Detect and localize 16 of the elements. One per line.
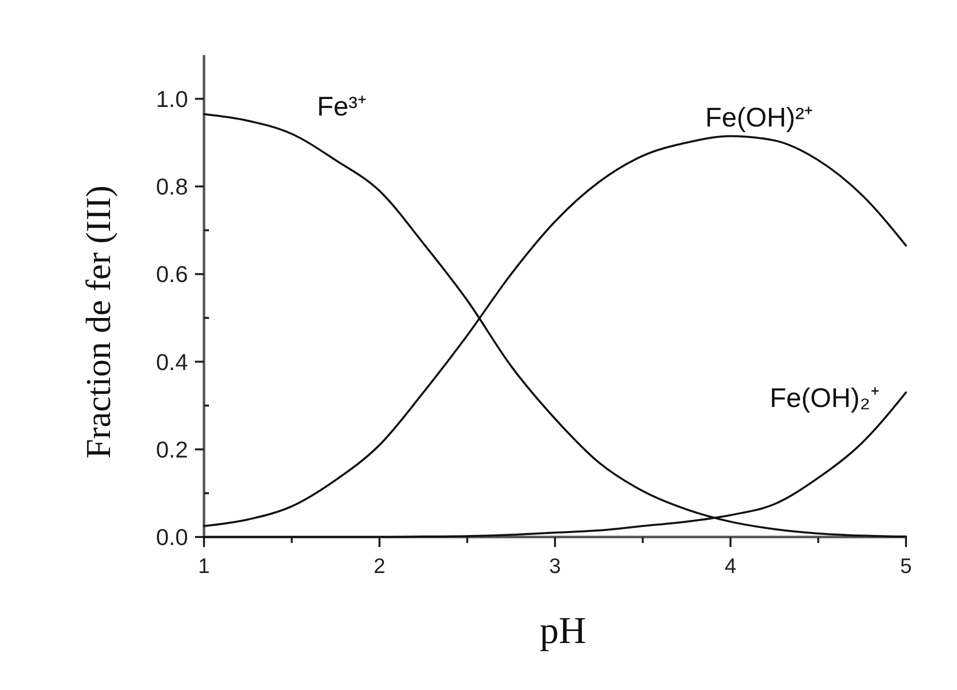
y-tick-label: 0.2 (156, 436, 188, 462)
x-tick-label: 1 (198, 555, 210, 578)
x-tick-label: 3 (549, 555, 561, 578)
series-label: Fe³⁺ (317, 91, 367, 122)
y-tick-label: 0.6 (156, 261, 188, 288)
x-tick-label: 4 (724, 555, 737, 578)
y-tick-label: 0.4 (156, 348, 188, 375)
x-tick-label: 5 (900, 555, 912, 578)
series-label: Fe(OH)₂⁺ (770, 382, 880, 413)
x-axis-title: pH (540, 610, 586, 652)
x-tick-label: 2 (374, 555, 386, 578)
y-tick-label: 0.8 (156, 174, 188, 200)
y-tick-label: 0.0 (156, 524, 188, 550)
y-tick-label: 1.0 (156, 86, 188, 112)
y-axis-title: Fraction de fer (III) (79, 185, 118, 459)
series-label: Fe(OH)²⁺ (705, 102, 814, 132)
